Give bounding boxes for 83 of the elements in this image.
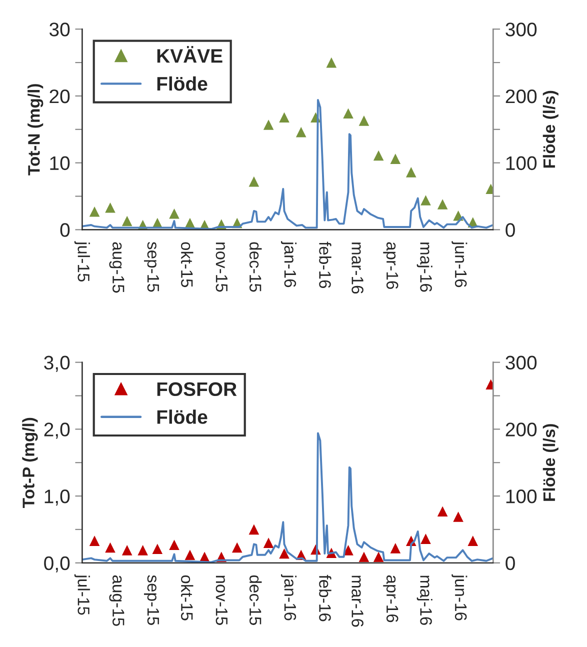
point bbox=[122, 216, 132, 226]
y2-tick-label: 200 bbox=[506, 89, 537, 104]
point bbox=[169, 540, 180, 550]
point bbox=[232, 542, 242, 553]
point bbox=[437, 199, 448, 210]
y2-tick-label: 0 bbox=[506, 556, 515, 570]
point bbox=[358, 552, 370, 562]
x-tick-label: okt-15 bbox=[180, 242, 194, 288]
point bbox=[138, 545, 148, 556]
x-tick-label: jan-16 bbox=[280, 574, 297, 620]
point bbox=[390, 154, 401, 164]
x-tick-label: jan-16 bbox=[280, 241, 297, 288]
point bbox=[453, 512, 464, 522]
x-tick-label: maj-16 bbox=[416, 242, 432, 292]
point bbox=[343, 108, 354, 119]
point bbox=[420, 534, 431, 544]
point bbox=[468, 536, 478, 546]
point bbox=[390, 543, 401, 554]
x-tick-label: mar-16 bbox=[352, 242, 364, 294]
point bbox=[169, 208, 180, 219]
y2-tick-label: 300 bbox=[506, 356, 537, 370]
point bbox=[373, 552, 384, 562]
x-tick-label: feb-16 bbox=[319, 574, 332, 622]
point bbox=[279, 548, 290, 559]
y-tick-label: 3,0 bbox=[44, 356, 70, 372]
y-tick-label: 1,0 bbox=[44, 490, 70, 506]
x-tick-label: mar-16 bbox=[352, 576, 364, 627]
point bbox=[248, 176, 260, 187]
point bbox=[343, 545, 354, 556]
y-tick-label: 2,0 bbox=[44, 422, 70, 439]
point bbox=[152, 544, 163, 554]
x-tick-label: jul-15 bbox=[74, 241, 90, 282]
point bbox=[420, 195, 431, 206]
x-tick-label: apr-16 bbox=[383, 575, 398, 622]
y-axis-title: Tot-P (mg/l) bbox=[22, 418, 38, 508]
x-tick-label: feb-16 bbox=[319, 242, 332, 288]
y-axis-title: Tot-N (mg/l) bbox=[28, 84, 44, 176]
x-tick-label: sep-15 bbox=[144, 575, 159, 625]
y2-tick-label: 100 bbox=[506, 156, 537, 170]
x-tick-label: jun-16 bbox=[452, 241, 468, 288]
x-tick-label: nov-15 bbox=[216, 576, 228, 625]
point bbox=[122, 545, 132, 556]
x-tick-label: sep-15 bbox=[144, 242, 159, 292]
x-tick-label: okt-15 bbox=[180, 575, 194, 620]
y-tick-label: 30 bbox=[49, 22, 70, 36]
y2-tick-label: 0 bbox=[506, 223, 515, 237]
point bbox=[358, 116, 370, 126]
point bbox=[89, 206, 100, 217]
point bbox=[296, 126, 306, 138]
point bbox=[373, 150, 384, 161]
x-tick-label: jul-15 bbox=[74, 574, 90, 615]
y2-tick-label: 200 bbox=[506, 422, 537, 436]
point bbox=[406, 167, 416, 178]
point bbox=[105, 202, 116, 213]
point bbox=[326, 57, 337, 68]
x-tick-label: maj-16 bbox=[416, 576, 432, 625]
legend-label: FOSFOR bbox=[157, 382, 237, 396]
y2-tick-label: 100 bbox=[506, 490, 537, 504]
legend-label: Flöde bbox=[157, 76, 208, 91]
point bbox=[184, 550, 196, 560]
x-tick-label: aug-15 bbox=[109, 242, 124, 293]
point bbox=[105, 542, 116, 553]
point bbox=[263, 120, 274, 130]
y2-axis-title: Flöde (l/s) bbox=[542, 424, 558, 501]
y2-axis-title: Flöde (l/s) bbox=[542, 90, 558, 168]
legend-label: Flöde bbox=[157, 410, 208, 424]
y-tick-label: 0,0 bbox=[44, 556, 70, 572]
point bbox=[263, 538, 274, 548]
y-tick-label: 10 bbox=[50, 156, 70, 170]
x-tick-label: apr-16 bbox=[383, 242, 398, 289]
point bbox=[437, 506, 448, 517]
y2-tick-label: 300 bbox=[506, 22, 537, 36]
x-tick-label: dec-15 bbox=[249, 242, 262, 292]
point bbox=[279, 112, 290, 123]
point bbox=[89, 536, 100, 546]
x-tick-label: jun-16 bbox=[452, 574, 468, 620]
y-tick-label: 0 bbox=[60, 223, 70, 237]
point bbox=[248, 524, 260, 535]
legend-label: KVÄVE bbox=[157, 46, 222, 63]
x-tick-label: dec-15 bbox=[249, 575, 262, 625]
x-tick-label: aug-15 bbox=[109, 575, 124, 626]
y-tick-label: 20 bbox=[50, 89, 70, 104]
x-tick-label: nov-15 bbox=[216, 242, 228, 292]
